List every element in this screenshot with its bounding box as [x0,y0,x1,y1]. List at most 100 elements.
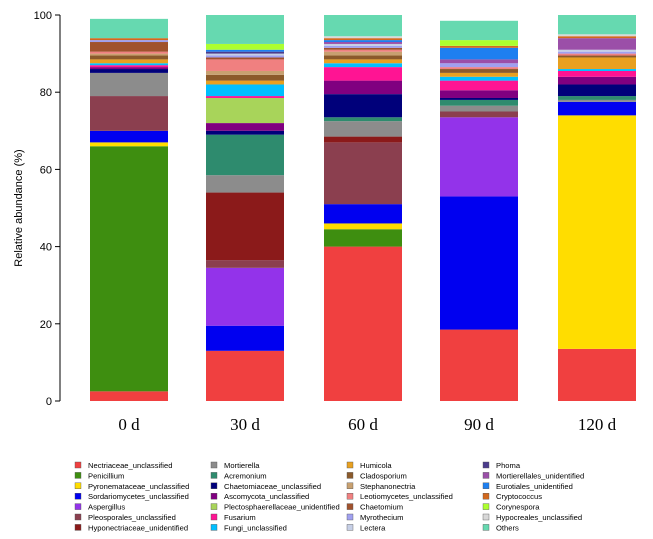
legend-item: Chaetomium [346,503,403,512]
bar-stack [558,15,636,401]
legend-label: Fusarium [224,513,256,522]
bar-segment [206,80,284,85]
bar-segment [90,38,168,41]
legend-label: Mortierellales_unidentified [496,471,584,480]
legend-swatch [210,524,218,531]
bar-segment [206,15,284,44]
bar-segment [206,51,284,54]
bar-segment [206,70,284,75]
bar-segment [558,34,636,37]
bar-segment [90,65,168,68]
bar-segment [440,196,518,330]
legend-label: Phoma [496,461,521,470]
legend-swatch [346,482,354,489]
bar-segment [206,96,284,98]
bar-segment [324,47,402,50]
legend-item: Leotiomycetes_unclassified [346,492,453,501]
y-tick-label: 60 [40,164,52,176]
bar-segment [206,84,284,97]
bar-segment [90,40,168,43]
bar-segment [558,49,636,52]
bar-segment [558,99,636,102]
bar-segment [206,97,284,124]
legend-item: Plectosphaerellaceae_unidentified [210,503,340,512]
y-tick-label: 0 [46,396,52,408]
bar-segment [206,74,284,81]
bar-segment [90,51,168,54]
legend-label: Chaetomiaceae_unclassified [224,482,321,491]
legend-label: Plectosphaerellaceae_unidentified [224,503,340,512]
bar-segment [558,69,636,71]
legend-item: Fusarium [210,513,256,522]
bar-segment [558,115,636,349]
legend-label: Pleosporales_unclassified [88,513,176,522]
legend-item: Penicillium [74,471,124,480]
legend-item: Pleosporales_unclassified [74,513,176,522]
bar-segment [206,192,284,261]
bar-segment [324,121,402,137]
y-tick-label: 40 [40,242,52,254]
y-tick-label: 100 [34,10,52,22]
bar-segment [440,59,518,64]
x-axis: 0 d 30 d 60 d 90 d 120 d [118,415,616,434]
bar-segment [90,69,168,73]
bar-segment [206,175,284,193]
bar-segment [324,63,402,68]
bar-segment [90,130,168,143]
bar-segment [90,59,168,64]
bar-segment [90,55,168,60]
legend-label: Ascomycota_unclassified [224,492,309,501]
y-axis-label: Relative abundance (%) [13,149,25,266]
y-tick-label: 20 [40,319,52,331]
bar-segment [558,348,636,401]
legend-label: Myrothecium [360,513,403,522]
bar-segment [206,130,284,135]
legend-swatch [346,472,354,479]
bar-segment [440,80,518,91]
bar-segment [206,55,284,58]
bar-segment [558,51,636,54]
bar-segment [324,142,402,205]
y-tick-label: 80 [40,87,52,99]
bar-stack [440,20,518,401]
bar-segment [90,42,168,52]
bar-segment [324,15,402,37]
bar-segment [206,49,284,52]
legend-item: Others [482,523,519,532]
x-tick-label: 90 d [464,415,494,434]
legend-item: Aspergillus [74,503,125,512]
bar-segment [90,146,168,392]
bar-segment [558,70,636,77]
bar-segment [558,55,636,58]
legend-item: Cladosporium [346,471,407,480]
legend-swatch [210,472,218,479]
legend-item: Phoma [482,461,521,470]
bar-segment [440,63,518,68]
bar-stack [324,15,402,401]
bar-segment [440,329,518,401]
x-tick-label: 0 d [118,415,140,434]
legend-label: Penicillium [88,471,124,480]
legend-swatch [74,524,82,531]
legend-item: Stephanonectria [346,482,416,491]
bar-segment [90,53,168,56]
bar-segment [324,223,402,230]
bar-segment [440,45,518,48]
legend-swatch [482,493,490,500]
bar-segment [324,59,402,64]
legend-swatch [210,493,218,500]
bar-segment [558,84,636,97]
legend-swatch [482,524,490,531]
bar-segment [324,117,402,122]
bar-segment [206,57,284,60]
x-tick-label: 120 d [578,415,617,434]
bar-segment [324,36,402,39]
legend-item: Eurotiales_unidentified [482,482,573,491]
legend-item: Hypocreales_unclassified [482,513,582,522]
bar-segment [440,97,518,100]
bar-segment [440,40,518,46]
bar-segment [440,67,518,70]
bar-segment [90,72,168,97]
bar-segment [324,67,402,81]
legend-swatch [210,513,218,521]
